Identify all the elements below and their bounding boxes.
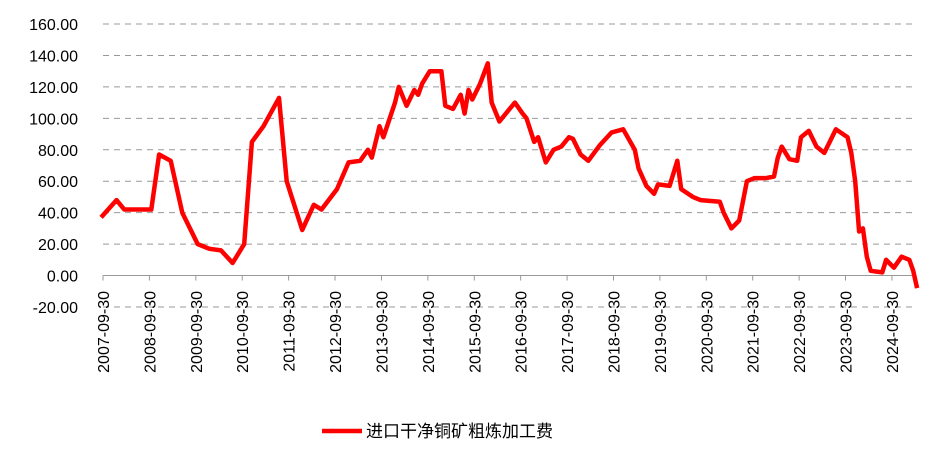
x-tick-label: 2012-09-30 — [328, 291, 345, 373]
x-tick-label: 2014-09-30 — [421, 291, 438, 373]
x-tick-label: 2021-09-30 — [746, 291, 763, 373]
x-tick-label: 2013-09-30 — [374, 291, 391, 373]
series-line — [99, 61, 920, 289]
legend-label: 进口干净铜矿粗炼加工费 — [366, 422, 553, 441]
x-tick-label: 2016-09-30 — [514, 291, 531, 373]
x-tick-label: 2023-09-30 — [839, 291, 856, 373]
y-tick-label: 60.00 — [38, 174, 78, 191]
x-tick-label: 2017-09-30 — [560, 291, 577, 373]
x-tick-label: 2009-09-30 — [189, 291, 206, 373]
y-tick-label: 0.00 — [47, 269, 78, 286]
y-tick-label: 120.00 — [29, 80, 78, 97]
y-tick-label: 140.00 — [29, 48, 78, 65]
y-tick-label: -20.00 — [33, 300, 78, 317]
x-tick-label: 2011-09-30 — [282, 291, 299, 372]
x-tick-label: 2024-09-30 — [885, 291, 902, 373]
x-tick-label: 2007-09-30 — [96, 291, 113, 373]
y-tick-label: 40.00 — [38, 206, 78, 223]
y-tick-label: 160.00 — [29, 17, 78, 34]
x-tick-label: 2010-09-30 — [235, 291, 252, 373]
y-tick-label: 100.00 — [29, 111, 78, 128]
x-tick-label: 2019-09-30 — [653, 291, 670, 373]
x-tick-label: 2015-09-30 — [467, 291, 484, 373]
y-tick-label: 20.00 — [38, 237, 78, 254]
x-tick-label: 2022-09-30 — [792, 291, 809, 373]
x-tick-label: 2020-09-30 — [699, 291, 716, 373]
y-tick-label: 80.00 — [38, 143, 78, 160]
x-tick-label: 2008-09-30 — [142, 291, 159, 373]
x-tick-label: 2018-09-30 — [606, 291, 623, 373]
